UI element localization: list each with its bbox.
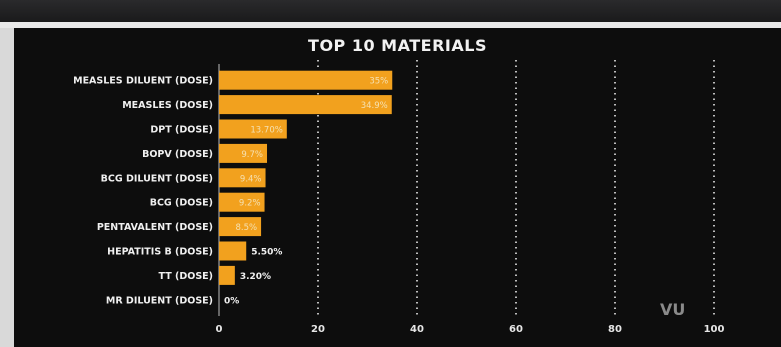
bar bbox=[219, 143, 268, 163]
bar bbox=[219, 70, 393, 90]
watermark: VU bbox=[660, 300, 686, 319]
x-tick-label: 80 bbox=[608, 324, 622, 335]
monitor-bezel-left bbox=[0, 28, 14, 347]
x-tick-label: 40 bbox=[410, 324, 424, 335]
bar bbox=[219, 168, 266, 188]
data-label: 9.4% bbox=[240, 174, 262, 184]
data-label: 9.2% bbox=[239, 199, 261, 209]
x-tick-label: 0 bbox=[216, 324, 223, 335]
data-label: 3.20% bbox=[240, 272, 271, 282]
category-label: MEASLES (DOSE) bbox=[122, 100, 213, 111]
category-label: MEASLES DILUENT (DOSE) bbox=[73, 76, 213, 87]
bar bbox=[219, 217, 262, 237]
bar bbox=[219, 95, 392, 115]
data-label: 35% bbox=[369, 77, 388, 87]
category-label: BOPV (DOSE) bbox=[142, 149, 213, 160]
bar bbox=[219, 119, 287, 139]
bar-chart: 0 20 40 60 80 100 MEASLES DILUENT (DOSE) 35% MEA… bbox=[73, 60, 725, 335]
monitor-bezel-top bbox=[0, 0, 781, 22]
chart-title: TOP 10 MATERIALS bbox=[308, 36, 487, 55]
monitor-bezel-rule bbox=[0, 22, 781, 28]
category-label: BCG (DOSE) bbox=[150, 198, 213, 209]
data-label: 5.50% bbox=[251, 248, 282, 258]
category-label: DPT (DOSE) bbox=[150, 125, 213, 136]
category-label: TT (DOSE) bbox=[159, 271, 213, 282]
data-label: 8.5% bbox=[235, 223, 257, 233]
data-label: 9.7% bbox=[241, 150, 263, 160]
category-label: BCG DILUENT (DOSE) bbox=[101, 173, 213, 184]
data-label: 34.9% bbox=[361, 101, 388, 111]
category-label: HEPATITIS B (DOSE) bbox=[107, 247, 213, 258]
x-tick-label: 100 bbox=[704, 324, 725, 335]
category-label: MR DILUENT (DOSE) bbox=[106, 295, 213, 306]
category-label: PENTAVALENT (DOSE) bbox=[97, 222, 213, 233]
bar bbox=[219, 265, 235, 285]
bar bbox=[219, 192, 265, 212]
x-tick-label: 60 bbox=[509, 324, 523, 335]
x-tick-label: 20 bbox=[311, 324, 325, 335]
chart-panel: TOP 10 MATERIALS 0 20 40 60 80 100 MEASLES DIL… bbox=[14, 28, 781, 347]
data-label: 0% bbox=[224, 296, 239, 306]
bar bbox=[219, 241, 247, 261]
data-label: 13.70% bbox=[250, 126, 282, 136]
